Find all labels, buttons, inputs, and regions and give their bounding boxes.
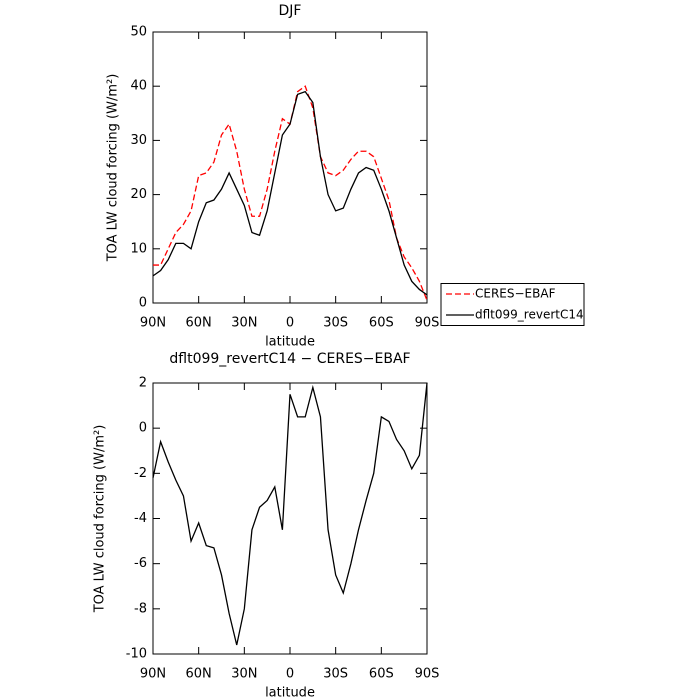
y-tick-label: 40 bbox=[130, 79, 147, 94]
y-tick-label: -8 bbox=[134, 601, 147, 616]
plot-frame bbox=[152, 382, 428, 655]
data-line bbox=[153, 85, 428, 301]
x-tick-label: 90N bbox=[140, 316, 166, 331]
x-tick-label: 30S bbox=[323, 316, 348, 331]
x-tick-label: 0 bbox=[286, 667, 294, 682]
chart-title: dflt099_revertC14 − CERES−EBAF bbox=[169, 351, 410, 367]
y-tick-label: -6 bbox=[134, 556, 147, 571]
y-tick-label: -2 bbox=[134, 466, 147, 481]
x-tick-label: 60S bbox=[369, 316, 394, 331]
y-tick-label: -10 bbox=[126, 647, 147, 662]
x-tick-label: 60N bbox=[186, 667, 212, 682]
chart-title: DJF bbox=[279, 3, 302, 19]
y-axis-label: TOA LW cloud forcing (W/m²) bbox=[93, 425, 108, 614]
y-tick-label: 0 bbox=[139, 421, 147, 436]
y-tick-label: 50 bbox=[130, 25, 147, 40]
y-tick-label: 0 bbox=[139, 296, 147, 311]
x-tick-label: 0 bbox=[286, 316, 294, 331]
plot-frame bbox=[152, 31, 428, 304]
y-tick-label: -4 bbox=[134, 511, 147, 526]
data-line bbox=[152, 382, 428, 646]
legend-label: dflt099_revertC14 bbox=[475, 308, 584, 322]
x-tick-label: 30S bbox=[323, 667, 348, 682]
data-line bbox=[152, 90, 428, 296]
x-tick-label: 30N bbox=[231, 667, 257, 682]
legend-box bbox=[440, 283, 585, 326]
x-tick-label: 30N bbox=[231, 316, 257, 331]
y-tick-label: 20 bbox=[130, 187, 147, 202]
y-tick-label: 2 bbox=[139, 376, 147, 391]
x-tick-label: 60S bbox=[369, 667, 394, 682]
x-axis-label: latitude bbox=[265, 335, 315, 350]
x-tick-label: 90N bbox=[140, 667, 166, 682]
x-tick-label: 90S bbox=[415, 316, 440, 331]
y-tick-label: 30 bbox=[130, 133, 147, 148]
x-tick-label: 60N bbox=[186, 316, 212, 331]
x-tick-label: 90S bbox=[415, 667, 440, 682]
x-axis-label: latitude bbox=[265, 686, 315, 700]
y-tick-label: 10 bbox=[130, 241, 147, 256]
legend-label: CERES−EBAF bbox=[475, 287, 556, 301]
y-axis-label: TOA LW cloud forcing (W/m²) bbox=[106, 74, 121, 263]
